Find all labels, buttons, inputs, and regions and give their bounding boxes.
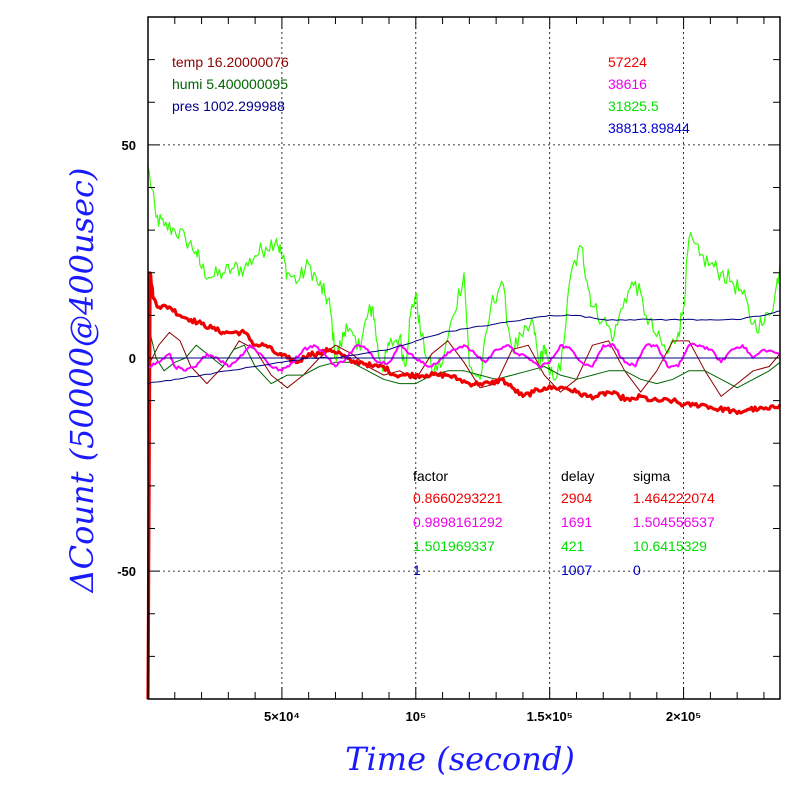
- table-cell-factor: 1: [413, 562, 421, 578]
- plot-area: [146, 166, 782, 700]
- ticks: [148, 17, 780, 699]
- table-cell-factor: 0.8660293221: [413, 490, 503, 506]
- series-line-1: [147, 331, 781, 397]
- info-left-2: pres 1002.299988: [172, 98, 285, 114]
- series-line-3: [146, 271, 782, 700]
- x-tick-label-1: 10⁵: [406, 709, 427, 724]
- series-line-5: [147, 310, 781, 385]
- x-tick-label-3: 2×10⁵: [666, 709, 701, 724]
- table-cell-sigma: 1.464222074: [633, 490, 715, 506]
- info-left-0: temp 16.20000076: [172, 54, 289, 70]
- table-cell-sigma: 0: [633, 562, 641, 578]
- tick-labels: 5×10⁴ 10⁵ 1.5×10⁵ 2×10⁵ 50 0 -50: [117, 138, 701, 724]
- table-cell-factor: 1.501969337: [413, 538, 495, 554]
- table-cell-delay: 1691: [561, 514, 592, 530]
- y-tick-label-0: 50: [122, 138, 136, 153]
- table-header-sigma: sigma: [633, 468, 671, 484]
- x-axis-title: Time (second): [345, 740, 575, 778]
- info-annotations: temp 16.20000076 humi 5.400000095 pres 100…: [172, 54, 715, 578]
- y-tick-label-2: -50: [117, 564, 136, 579]
- table-cell-delay: 2904: [561, 490, 592, 506]
- table-cell-delay: 421: [561, 538, 585, 554]
- info-right-0: 57224: [608, 54, 647, 70]
- table-header-factor: factor: [413, 468, 448, 484]
- series-line-0: [147, 166, 781, 381]
- table-cell-sigma: 10.6415329: [633, 538, 707, 554]
- info-right-3: 38813.89844: [608, 120, 690, 136]
- series-line-4: [147, 342, 781, 372]
- table-cell-factor: 0.9898161292: [413, 514, 503, 530]
- table-cell-sigma: 1.504556537: [633, 514, 715, 530]
- info-right-2: 31825.5: [608, 98, 659, 114]
- info-right-1: 38616: [608, 76, 647, 92]
- y-axis-title: ΔCount (50000@400usec): [63, 168, 101, 595]
- x-tick-label-2: 1.5×10⁵: [527, 709, 573, 724]
- x-tick-label-0: 5×10⁴: [264, 709, 300, 724]
- table-header-delay: delay: [561, 468, 594, 484]
- y-tick-label-1: 0: [129, 351, 136, 366]
- info-left-1: humi 5.400000095: [172, 76, 288, 92]
- table-cell-delay: 1007: [561, 562, 592, 578]
